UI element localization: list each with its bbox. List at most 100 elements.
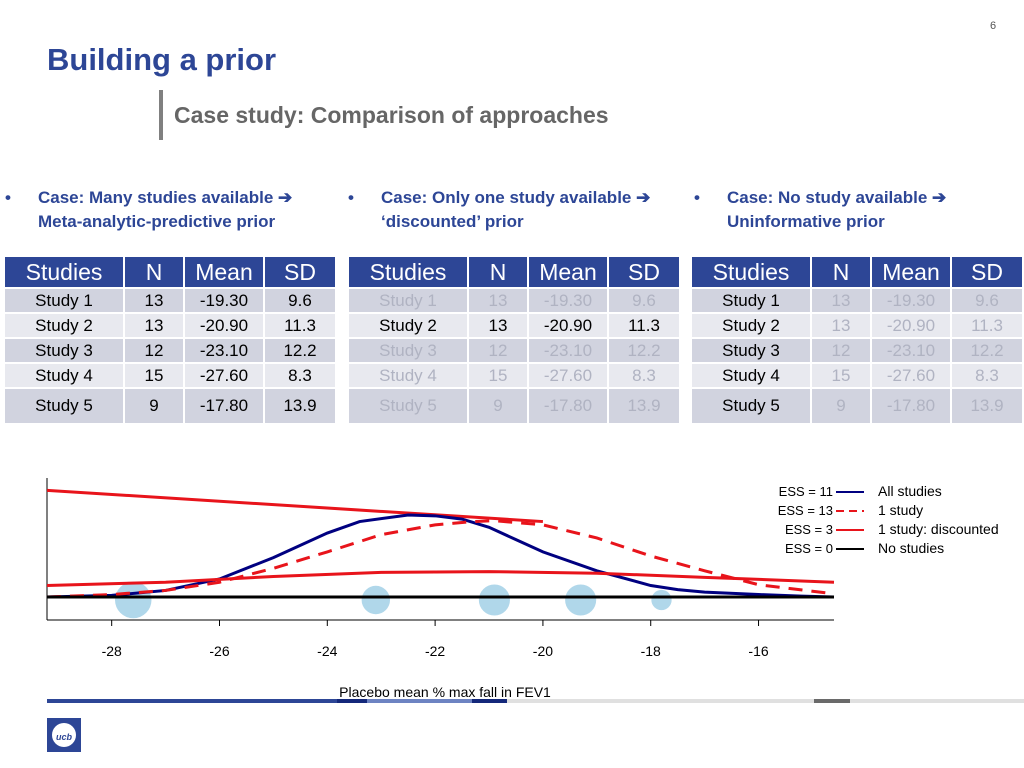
table-cell: 11.3 <box>951 312 1022 338</box>
table-cell: 11.3 <box>264 312 335 338</box>
footer-bar-mid-2 <box>472 699 507 703</box>
case-text: Case: Only one study available ➔ ‘discou… <box>381 188 651 231</box>
slide-title: Building a prior <box>47 42 277 77</box>
table-cell: -20.90 <box>184 312 265 338</box>
table-cell: Study 5 <box>692 387 812 423</box>
x-tick-label: -18 <box>641 643 661 659</box>
table-cell: 13 <box>468 312 529 338</box>
legend-ess: ESS = 11 <box>779 484 833 499</box>
bullet: • <box>5 188 11 207</box>
table-cell: 8.3 <box>608 362 679 388</box>
x-axis-label: Placebo mean % max fall in FEV1 <box>339 684 551 700</box>
slide-subtitle: Case study: Comparison of approaches <box>174 102 609 128</box>
table-cell: -19.30 <box>184 287 265 313</box>
subtitle-divider <box>159 90 163 140</box>
footer-bar-light <box>367 699 472 703</box>
table-header-studies: Studies <box>692 257 812 288</box>
case-text: Case: No study available ➔ Uninformative… <box>727 188 947 231</box>
table-cell: 12.2 <box>608 337 679 363</box>
table-cell: 13 <box>124 312 185 338</box>
table-cell: Study 3 <box>349 337 469 363</box>
table-cell: Study 2 <box>5 312 125 338</box>
table-header-sd: SD <box>264 257 335 288</box>
case-many-studies: • Case: Many studies available ➔ Meta-an… <box>5 186 340 234</box>
table-cell: 12 <box>124 337 185 363</box>
legend-label: 1 study <box>878 502 923 518</box>
table-cell: Study 1 <box>692 287 812 313</box>
table-cell: Study 3 <box>692 337 812 363</box>
table-row: Study 2 13 -20.90 11.3 <box>349 312 679 338</box>
legend-label: No studies <box>878 540 944 556</box>
table-cell: 12.2 <box>951 337 1022 363</box>
table-row: Study 3 12 -23.10 12.2 <box>5 337 335 363</box>
table-row: Study 2 13 -20.90 11.3 <box>5 312 335 338</box>
table-cell: 8.3 <box>951 362 1022 388</box>
table-cell: 9 <box>468 387 529 423</box>
table-row: Study 5 9 -17.80 13.9 <box>5 387 335 423</box>
table-cell: -17.80 <box>871 387 952 423</box>
table-row: Study 4 15 -27.60 8.3 <box>5 362 335 388</box>
table-header-n: N <box>811 257 872 288</box>
x-tick-label: -26 <box>209 643 229 659</box>
table-cell: 9 <box>811 387 872 423</box>
legend-ess: ESS = 13 <box>778 503 833 518</box>
table-cell: Study 1 <box>349 287 469 313</box>
table-cell: 9.6 <box>264 287 335 313</box>
table-cell: 13.9 <box>951 387 1022 423</box>
table-cell: 13 <box>811 312 872 338</box>
table-cell: -20.90 <box>528 312 609 338</box>
series-line-all-studies <box>46 513 835 599</box>
x-tick-label: -20 <box>533 643 553 659</box>
table-row: Study 4 15 -27.60 8.3 <box>349 362 679 388</box>
table-cell: -17.80 <box>528 387 609 423</box>
table-cell: 15 <box>124 362 185 388</box>
table-cell: 12 <box>468 337 529 363</box>
footer-bar-grey-2 <box>850 699 1024 703</box>
table-cell: 13 <box>124 287 185 313</box>
table-cell: -23.10 <box>184 337 265 363</box>
table-cell: 15 <box>811 362 872 388</box>
footer-bar-darkgrey <box>814 699 850 703</box>
table-header-mean: Mean <box>184 257 265 288</box>
case-one-study: • Case: Only one study available ➔ ‘disc… <box>348 186 683 234</box>
table-cell: Study 4 <box>692 362 812 388</box>
table-cell: 12.2 <box>264 337 335 363</box>
table-cell: -20.90 <box>871 312 952 338</box>
table-header-mean: Mean <box>528 257 609 288</box>
table-cell: -27.60 <box>184 362 265 388</box>
table-header-n: N <box>468 257 529 288</box>
table-row: Study 2 13 -20.90 11.3 <box>692 312 1022 338</box>
table-cell: -19.30 <box>871 287 952 313</box>
table-row: Study 1 13 -19.30 9.6 <box>692 287 1022 313</box>
x-tick-label: -22 <box>425 643 445 659</box>
x-tick-label: -28 <box>102 643 122 659</box>
case-text: Case: Many studies available ➔ Meta-anal… <box>38 188 293 231</box>
case-no-study: • Case: No study available ➔ Uninformati… <box>694 186 1024 234</box>
legend-ess: ESS = 0 <box>785 541 833 556</box>
footer-bar-dark <box>47 699 337 703</box>
table-header-sd: SD <box>951 257 1022 288</box>
bullet: • <box>694 188 700 207</box>
discount-line <box>46 488 544 524</box>
table-cell: 8.3 <box>264 362 335 388</box>
table-cell: Study 4 <box>5 362 125 388</box>
study-bubble <box>651 589 672 611</box>
table-cell: 9.6 <box>608 287 679 313</box>
table-cell: 13 <box>468 287 529 313</box>
table-row: Study 4 15 -27.60 8.3 <box>692 362 1022 388</box>
bullet: • <box>348 188 354 207</box>
study-bubble <box>478 584 510 616</box>
table-row: Study 3 12 -23.10 12.2 <box>692 337 1022 363</box>
footer-bar-grey <box>507 699 814 703</box>
table-cell: 12 <box>811 337 872 363</box>
series-line-1-study <box>46 519 835 599</box>
series-line-1-study-discounted <box>46 570 835 588</box>
table-cell: -19.30 <box>528 287 609 313</box>
table-cell: Study 5 <box>349 387 469 423</box>
table-header-n: N <box>124 257 185 288</box>
table-header-studies: Studies <box>349 257 469 288</box>
study-bubble <box>361 585 391 615</box>
table-cell: -23.10 <box>528 337 609 363</box>
table-cell: Study 1 <box>5 287 125 313</box>
